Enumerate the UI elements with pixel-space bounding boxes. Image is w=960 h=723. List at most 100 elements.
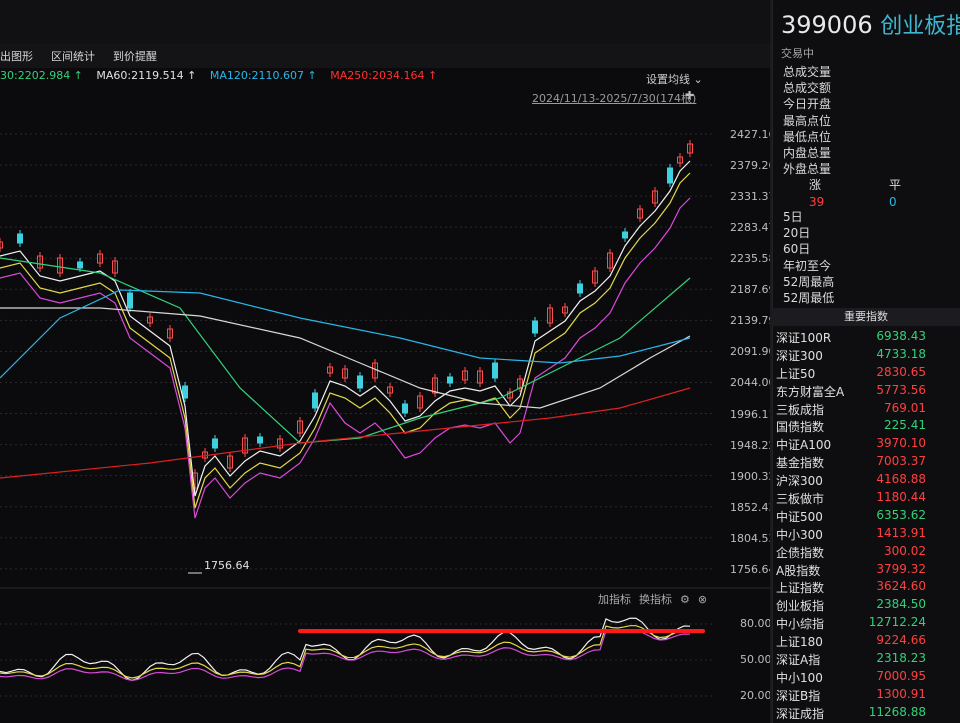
flat-label: 平 [889, 178, 902, 192]
index-name: 三板做市 [776, 492, 825, 507]
candle-body [417, 395, 423, 409]
indicator-tools: 加指标 换指标 ⚙ ⊗ [598, 591, 707, 607]
candlestick-chart[interactable] [0, 68, 770, 723]
index-row[interactable]: 中证A100 3970.10 [776, 436, 960, 454]
index-value: 3624.60 [876, 579, 926, 594]
pin-icon[interactable]: ✚ [685, 89, 695, 102]
tab-price-alert[interactable]: 到价提醒 [113, 50, 157, 63]
sub-axis-50: 50.00 [740, 653, 772, 666]
index-name: 深证300 [776, 348, 823, 363]
close-icon[interactable]: ⊗ [697, 592, 708, 606]
index-row[interactable]: A股指数 3799.32 [776, 562, 960, 580]
index-row[interactable]: 国债指数 225.41 [776, 418, 960, 436]
index-row[interactable]: 深证300 4733.18 [776, 347, 960, 365]
indicator-line-2 [0, 625, 691, 679]
candle-body [112, 260, 118, 274]
add-indicator-button[interactable]: 加指标 [598, 593, 631, 606]
index-name: 上证指数 [776, 581, 825, 596]
index-row[interactable]: 沪深300 4168.88 [776, 472, 960, 490]
up-count: 39 [809, 195, 825, 209]
ma-250: MA250:2034.164 ↑ [330, 69, 438, 82]
trading-status: 交易中 [781, 47, 814, 60]
stat-label: 最低点位 [783, 129, 832, 144]
index-name: 中小300 [776, 527, 823, 542]
index-name: 深证成指 [776, 706, 825, 721]
index-row[interactable]: 三板成指 769.01 [776, 401, 960, 419]
index-row[interactable]: 中小100 7000.95 [776, 669, 960, 687]
top-bar [0, 0, 770, 45]
candle-body [257, 436, 263, 444]
index-row[interactable]: 基金指数 7003.37 [776, 454, 960, 472]
index-row[interactable]: 三板做市 1180.44 [776, 490, 960, 508]
index-value: 225.41 [884, 418, 926, 433]
instrument-title: 399006 创业板指 [781, 8, 960, 40]
price-axis-label: 1900.32 [730, 469, 776, 483]
candle-body [0, 241, 3, 249]
candle-body [212, 438, 218, 449]
ma30-line [0, 257, 691, 444]
index-row[interactable]: 上证指数 3624.60 [776, 579, 960, 597]
index-row[interactable]: 企债指数 300.02 [776, 544, 960, 562]
index-name: 中小综指 [776, 617, 825, 632]
index-row[interactable]: 深证成指 11268.88 [776, 705, 960, 723]
price-axis-label: 1804.53 [730, 531, 776, 545]
index-value: 12712.24 [868, 615, 926, 630]
index-value: 6938.43 [876, 329, 926, 343]
stat-label: 外盘总量 [783, 162, 832, 177]
index-row[interactable]: 中小综指 12712.24 [776, 615, 960, 633]
indicator-line-3 [0, 629, 691, 681]
price-axis-label: 1756.64 [730, 562, 776, 576]
candle-body [242, 437, 248, 454]
index-row[interactable]: 上证180 9224.66 [776, 633, 960, 651]
index-row[interactable]: 中小300 1413.91 [776, 526, 960, 544]
index-name: 中小100 [776, 670, 823, 685]
index-name: 中证A100 [776, 438, 832, 453]
stats-list: 总成交量 总成交额 今日开盘 最高点位 最低点位 内盘总量 外盘总量 [783, 64, 831, 177]
index-value: 7003.37 [876, 454, 926, 469]
candle-body [577, 283, 583, 294]
stat-label: 总成交量 [783, 65, 832, 79]
candle-body [492, 362, 498, 379]
tab-range-stats[interactable]: 区间统计 [51, 50, 95, 63]
index-name: 上证180 [776, 635, 823, 650]
price-axis-label: 2187.69 [730, 283, 776, 297]
index-row[interactable]: 深证A指 2318.23 [776, 651, 960, 669]
index-name: 深证B指 [776, 688, 821, 703]
ma-legend: 30:2202.984 ↑ MA60:2119.514 ↑ MA120:2110… [0, 69, 447, 85]
stat-label: 内盘总量 [783, 146, 832, 161]
switch-indicator-button[interactable]: 换指标 [639, 593, 672, 606]
index-value: 11268.88 [868, 704, 926, 719]
candle-body [312, 392, 318, 409]
candle-body [357, 375, 363, 389]
gear-icon[interactable]: ⚙ [680, 592, 690, 606]
index-row[interactable]: 上证50 2830.65 [776, 365, 960, 383]
price-axis-label: 2235.58 [730, 252, 776, 266]
price-axis-label: 2427.16 [730, 128, 776, 141]
index-value: 2384.50 [876, 597, 926, 612]
candle-body [592, 270, 598, 284]
index-value: 4733.18 [876, 346, 926, 361]
index-row[interactable]: 创业板指 2384.50 [776, 597, 960, 615]
tab-draw[interactable]: 出图形 [0, 50, 33, 63]
candle-body [532, 320, 538, 334]
candle-body [562, 306, 568, 314]
up-label: 涨 [809, 178, 822, 192]
period-list: 5日 20日 60日 年初至今 52周最高 52周最低 [783, 209, 834, 306]
candle-body [182, 385, 188, 399]
index-row[interactable]: 深证100R 6938.43 [776, 329, 960, 347]
price-axis-label: 2283.47 [730, 221, 776, 235]
ma-settings-button[interactable]: 设置均线 ⌄ [646, 73, 703, 86]
instrument-code: 399006 [781, 11, 873, 39]
indicator-line-1 [0, 617, 691, 682]
date-range[interactable]: 2024/11/13-2025/7/30(174根) [532, 92, 697, 105]
index-row[interactable]: 深证B指 1300.91 [776, 687, 960, 705]
index-row[interactable]: 东方财富全A 5773.56 [776, 383, 960, 401]
index-value: 2318.23 [876, 651, 926, 666]
up-down-count: 涨 平 39 0 [809, 176, 929, 209]
candle-body [477, 370, 483, 384]
candle-body [37, 255, 43, 269]
chart-toolbar: 出图形 区间统计 到价提醒 [0, 44, 770, 68]
period-label: 52周最高 [783, 274, 835, 289]
index-row[interactable]: 中证500 6353.62 [776, 508, 960, 526]
ma10-line [0, 172, 691, 509]
